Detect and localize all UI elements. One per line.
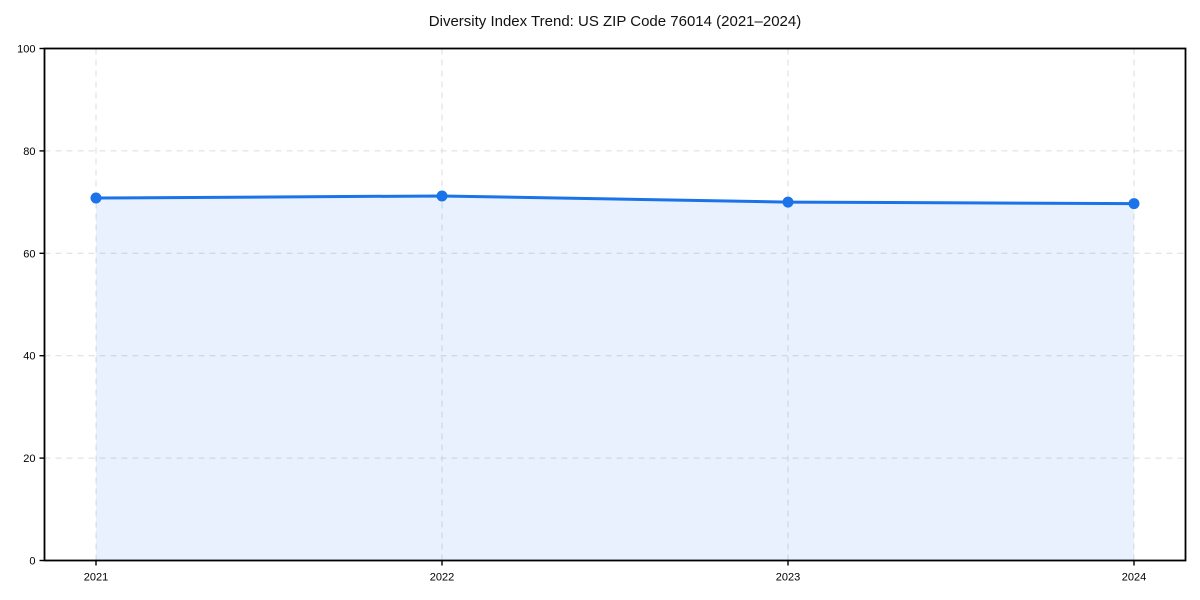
chart-title: Diversity Index Trend: US ZIP Code 76014… <box>428 13 802 30</box>
axis-frame <box>43 47 1187 562</box>
x-tick-label: 2021 <box>84 572 108 584</box>
trend-line <box>94 194 1136 206</box>
data-point-2022 <box>436 190 448 202</box>
y-tick-label: 0 <box>29 556 35 568</box>
y-tick-label: 100 <box>17 44 35 56</box>
x-tick-label: 2022 <box>430 572 454 584</box>
y-tick-label: 60 <box>23 248 35 260</box>
data-point-2023 <box>782 196 794 208</box>
y-tick-label: 80 <box>23 146 35 158</box>
x-tick-label: 2024 <box>1122 572 1146 584</box>
area-fill <box>96 195 1134 561</box>
data-point-2024 <box>1128 198 1140 210</box>
y-tick-label: 40 <box>23 351 35 363</box>
data-point-2021 <box>90 192 102 204</box>
y-tick-label: 20 <box>23 453 35 465</box>
x-tick-label: 2023 <box>776 572 800 584</box>
